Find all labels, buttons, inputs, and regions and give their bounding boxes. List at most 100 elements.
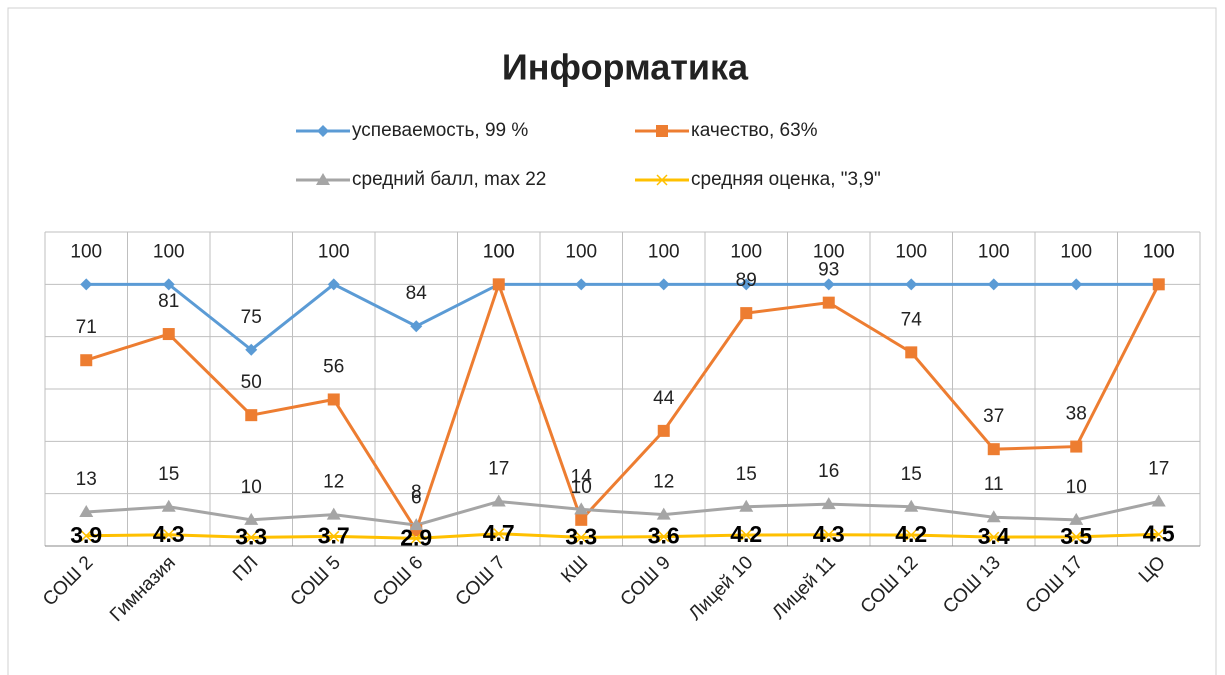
marker (988, 531, 1000, 543)
marker (493, 528, 505, 540)
marker (657, 424, 670, 437)
data-label: 100 (648, 241, 680, 262)
marker (326, 507, 341, 520)
data-label: 100 (1143, 241, 1175, 262)
marker (162, 328, 175, 341)
marker (657, 278, 670, 291)
marker (245, 343, 258, 356)
data-label: 50 (241, 372, 262, 393)
marker (491, 494, 506, 507)
series-line (86, 532, 1159, 540)
data-label: 44 (653, 388, 675, 409)
legend-label: успеваемость, 99 % (352, 120, 528, 141)
marker (244, 512, 259, 525)
marker (905, 529, 917, 541)
marker (822, 296, 835, 309)
marker (1069, 512, 1084, 525)
marker (656, 174, 668, 186)
data-label: 3.3 (235, 523, 267, 549)
marker (1152, 278, 1165, 291)
data-label: 74 (901, 309, 923, 330)
marker (410, 532, 422, 544)
marker (1151, 494, 1166, 507)
data-label: 38 (1066, 404, 1087, 425)
data-label: 93 (818, 260, 839, 281)
legend-label: качество, 63% (691, 120, 818, 141)
chart-title: Информатика (502, 47, 749, 88)
marker (823, 529, 835, 541)
data-label: 56 (323, 356, 344, 377)
data-label: 100 (1143, 241, 1175, 262)
marker (740, 529, 752, 541)
data-label: 3.3 (565, 523, 597, 549)
data-label: 71 (76, 317, 97, 338)
data-label: 4.5 (1143, 520, 1175, 546)
marker (316, 173, 330, 185)
marker (327, 278, 340, 291)
marker (410, 320, 423, 333)
data-label: 13 (76, 469, 97, 490)
data-label: 37 (983, 406, 1004, 427)
data-label: 100 (813, 241, 845, 262)
data-label: 10 (1066, 477, 1087, 498)
data-label: 100 (565, 241, 597, 262)
data-label: 3.9 (70, 522, 102, 548)
data-label: 4.2 (895, 521, 927, 547)
marker (317, 125, 329, 137)
marker (987, 443, 1000, 456)
data-label: 2.9 (400, 524, 432, 550)
marker (162, 278, 175, 291)
data-label: 3.7 (318, 522, 350, 548)
data-label: 100 (730, 241, 762, 262)
marker (245, 531, 257, 543)
data-label: 4.2 (730, 521, 762, 547)
data-label: 84 (406, 283, 428, 304)
data-label: 3.5 (1060, 523, 1092, 549)
data-label: 100 (70, 241, 102, 262)
marker (80, 530, 92, 542)
data-label: 15 (158, 464, 179, 485)
data-label: 100 (1060, 241, 1092, 262)
data-label: 8 (411, 482, 422, 503)
data-label: 75 (241, 307, 262, 328)
series-line (85, 279, 1161, 534)
data-label: 100 (483, 241, 515, 262)
marker (80, 278, 93, 291)
marker (1153, 528, 1165, 540)
data-label: 10 (241, 477, 262, 498)
marker (492, 278, 505, 291)
marker (740, 278, 753, 291)
marker (986, 510, 1001, 523)
marker (658, 531, 670, 543)
data-label: 15 (901, 464, 922, 485)
data-label: 100 (483, 241, 515, 262)
marker (1070, 440, 1083, 453)
marker (740, 307, 753, 320)
marker (575, 531, 587, 543)
data-label: 16 (818, 461, 839, 482)
data-label: 10 (571, 477, 592, 498)
marker (822, 278, 835, 291)
data-label: 4.7 (483, 520, 515, 546)
marker (739, 499, 754, 512)
marker (904, 499, 919, 512)
marker (328, 530, 340, 542)
marker (161, 499, 176, 512)
series-line (86, 499, 1160, 527)
legend-label: средняя оценка, "3,9" (691, 169, 881, 190)
marker (327, 393, 340, 406)
marker (574, 502, 589, 515)
legend-label: средний балл, max 22 (352, 169, 546, 190)
marker (656, 507, 671, 520)
chart-frame (7, 7, 1217, 675)
marker (163, 529, 175, 541)
data-label: 12 (653, 472, 674, 493)
marker (905, 278, 918, 291)
data-label: 17 (1148, 459, 1169, 480)
series-line (86, 282, 1159, 352)
data-label: 15 (736, 464, 757, 485)
marker (79, 504, 94, 517)
data-label: 6 (411, 487, 422, 508)
data-label: 17 (488, 459, 509, 480)
